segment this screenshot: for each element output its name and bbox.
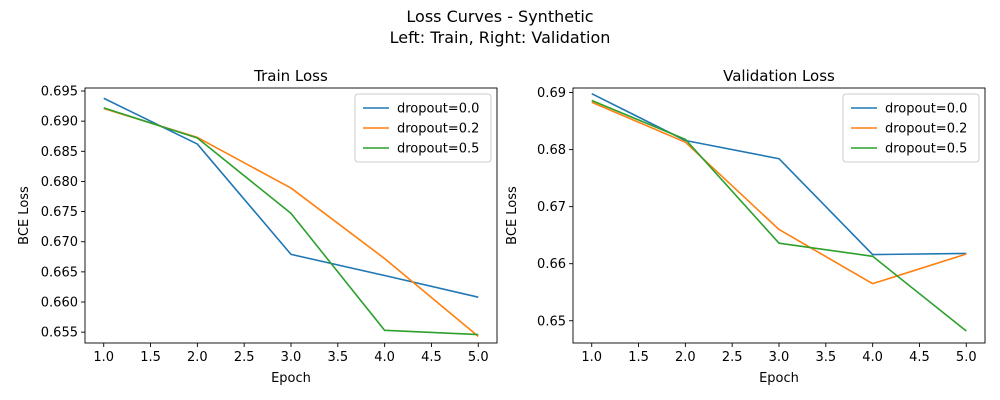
train-legend: dropout=0.0 dropout=0.2 dropout=0.5 <box>354 93 492 163</box>
train-loss-chart: Train Loss 1.0 1.5 2.0 2.5 3.0 3.5 4.0 4.5 5.0 0.6… <box>17 67 498 386</box>
train-x-tick-label: 1.5 <box>140 350 161 365</box>
validation-chart-title: Validation Loss <box>723 67 835 85</box>
validation-y-tick-label: 0.69 <box>537 86 566 101</box>
validation-y-tick-label: 0.68 <box>537 143 566 158</box>
train-y-tick-label: 0.670 <box>41 235 78 250</box>
validation-y-tick-label: 0.65 <box>537 314 566 329</box>
train-x-tick-label: 3.5 <box>327 350 348 365</box>
validation-y-axis-label: BCE Loss <box>505 186 520 245</box>
validation-legend: dropout=0.0 dropout=0.2 dropout=0.5 <box>842 93 980 163</box>
train-x-tick-label: 4.5 <box>421 350 442 365</box>
train-legend-label-2: dropout=0.5 <box>397 142 479 157</box>
train-x-tick-label: 5.0 <box>468 350 489 365</box>
validation-legend-label-2: dropout=0.5 <box>885 142 967 157</box>
train-legend-label-0: dropout=0.0 <box>397 102 479 117</box>
validation-legend-box <box>842 93 980 163</box>
validation-x-tick-label: 5.0 <box>956 350 977 365</box>
validation-series-line-0 <box>591 92 967 256</box>
train-x-tick-label: 1.0 <box>93 350 114 365</box>
figure-title-line1: Loss Curves - Synthetic <box>406 7 593 26</box>
validation-x-tick-label: 2.5 <box>722 350 743 365</box>
validation-series-line-2 <box>591 99 967 332</box>
train-legend-box <box>354 93 492 163</box>
validation-y-tick-label: 0.67 <box>537 200 566 215</box>
validation-x-tick-label: 4.5 <box>909 350 930 365</box>
train-chart-title: Train Loss <box>253 67 328 85</box>
train-x-tick-label: 2.0 <box>187 350 208 365</box>
validation-x-tick-label: 1.0 <box>581 350 602 365</box>
train-y-tick-label: 0.655 <box>41 326 78 341</box>
train-y-tick-label: 0.685 <box>41 145 78 160</box>
train-y-tick-label: 0.690 <box>41 115 78 130</box>
validation-x-tick-label: 2.0 <box>675 350 696 365</box>
validation-x-tick-label: 4.0 <box>862 350 883 365</box>
train-y-tick-label: 0.660 <box>41 296 78 311</box>
train-y-tick-label: 0.695 <box>41 85 78 100</box>
validation-legend-label-0: dropout=0.0 <box>885 102 967 117</box>
validation-loss-chart: Validation Loss 1.0 1.5 2.0 2.5 3.0 3.5 4.0 4.5 5… <box>505 67 986 386</box>
train-y-axis-label: BCE Loss <box>17 186 32 245</box>
train-legend-label-1: dropout=0.2 <box>397 122 479 137</box>
train-x-axis-label: Epoch <box>271 371 311 386</box>
figure-title-line2: Left: Train, Right: Validation <box>390 28 611 47</box>
validation-y-tick-label: 0.66 <box>537 257 566 272</box>
train-x-tick-label: 4.0 <box>374 350 395 365</box>
validation-x-tick-label: 3.0 <box>769 350 790 365</box>
validation-x-axis-label: Epoch <box>759 371 799 386</box>
train-x-tick-label: 3.0 <box>281 350 302 365</box>
train-y-tick-label: 0.680 <box>41 175 78 190</box>
train-y-tick-label: 0.665 <box>41 265 78 280</box>
validation-series-line-1 <box>591 101 967 285</box>
validation-legend-label-1: dropout=0.2 <box>885 122 967 137</box>
train-y-tick-label: 0.675 <box>41 205 78 220</box>
train-x-tick-label: 2.5 <box>234 350 255 365</box>
validation-x-tick-label: 1.5 <box>628 350 649 365</box>
validation-x-tick-label: 3.5 <box>815 350 836 365</box>
train-series-line-2 <box>103 107 479 336</box>
